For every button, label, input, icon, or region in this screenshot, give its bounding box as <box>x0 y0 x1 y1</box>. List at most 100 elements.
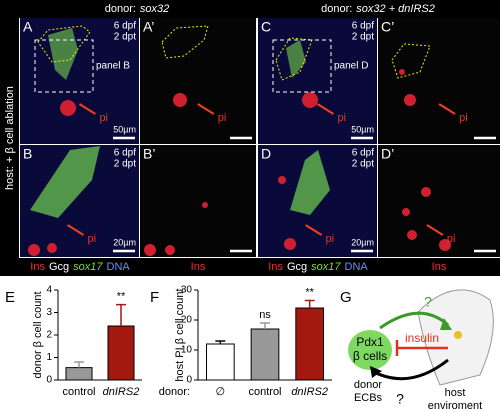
channel-legend: Ins Gcg sox17 DNA <box>30 261 130 273</box>
panel-stage: 6 dpf <box>352 21 374 32</box>
donor-label: donor <box>354 379 382 391</box>
cell-label: Pdx1 <box>356 335 384 349</box>
red-cells <box>28 69 451 256</box>
panel-stage: 2 dpt <box>114 32 136 43</box>
arrowhead <box>440 318 452 330</box>
panel-letter: B’ <box>143 146 155 162</box>
scale-label: 20µm <box>113 237 136 247</box>
scale-label: 50µm <box>113 124 136 134</box>
channel-legend: Ins Gcg sox17 DNA <box>268 261 368 273</box>
header-text: donor: sox32 <box>105 3 170 15</box>
question: ? <box>396 391 404 407</box>
y-tick-label: 20 <box>181 315 193 326</box>
y-tick-label: 2 <box>46 330 52 341</box>
header-bar <box>0 0 500 18</box>
significance: ns <box>259 309 271 321</box>
x-tick-label: dnIRS2 <box>291 386 328 398</box>
outline <box>275 37 313 81</box>
x-tick-label: ∅ <box>216 386 226 398</box>
pointer-arrow <box>197 103 215 115</box>
panel-letter: F <box>150 289 159 306</box>
arrow-green <box>379 311 449 330</box>
cell-cluster <box>348 330 392 370</box>
pointer-label: pi <box>326 233 335 245</box>
pointer-label: pi <box>337 112 346 124</box>
y-tick-label: 3 <box>46 307 52 318</box>
micrographs <box>20 18 500 257</box>
channel-name: sox17 <box>73 261 103 273</box>
inset-box <box>272 39 332 93</box>
green-cells <box>286 40 306 78</box>
question: ? <box>424 294 432 310</box>
bar <box>107 325 135 381</box>
x-tick-label: dnIRS2 <box>103 386 140 398</box>
channel-name: Ins <box>432 261 447 273</box>
arrow-black <box>373 358 449 381</box>
significance: ** <box>117 291 126 303</box>
channel-name: sox17 <box>311 261 341 273</box>
inset-box <box>34 39 94 93</box>
x-prefix: donor: <box>159 386 190 398</box>
panel-stage: 6 dpf <box>114 148 136 159</box>
panel-letter: A <box>23 19 33 35</box>
green-cells <box>48 28 78 80</box>
outline <box>37 25 91 63</box>
box-label: panel B <box>96 61 130 72</box>
pointer-label: pi <box>88 233 97 245</box>
header-prefix: donor: <box>105 3 136 15</box>
y-tick-label: 30 <box>181 285 193 296</box>
panel-letter: E <box>5 289 15 306</box>
channel-name: DNA <box>345 261 369 273</box>
bar <box>205 343 235 381</box>
panel-stage: 6 dpf <box>352 148 374 159</box>
pointer-label: pi <box>99 112 108 124</box>
pointer-label: pi <box>218 112 227 124</box>
panel-letter: D’ <box>381 146 394 162</box>
side-label: host: + β cell ablation <box>4 86 16 190</box>
header-prefix: donor: <box>321 3 352 15</box>
bar <box>250 328 280 381</box>
cell-label: β cells <box>353 349 387 363</box>
channel-bar <box>0 258 500 276</box>
box-label: panel D <box>334 61 368 72</box>
panel-stage: 2 dpt <box>114 159 136 170</box>
arrowhead <box>370 366 382 378</box>
y-tick-label: 1 <box>46 352 52 363</box>
y-axis-label: donor β cell count <box>32 291 44 378</box>
y-tick-label: 0 <box>46 375 52 386</box>
image <box>20 18 139 144</box>
pointer-arrow <box>438 103 456 115</box>
channel-name: Gcg <box>287 261 307 273</box>
significance: ** <box>305 286 314 298</box>
header-text: donor: sox32 + dnIRS2 <box>321 3 435 15</box>
pointer-label: pi <box>447 233 456 245</box>
header-gene: sox32 + dnIRS2 <box>356 3 435 15</box>
y-axis-label: host PI β cell count <box>174 288 186 381</box>
donor-label: ECBs <box>354 392 383 404</box>
y-tick-label: 4 <box>46 285 52 296</box>
y-tick-label: 10 <box>181 345 193 356</box>
green-cells <box>30 146 100 218</box>
panel-stage: 2 dpt <box>352 159 374 170</box>
panel-letter: C’ <box>381 19 394 35</box>
pointer-label: pi <box>459 112 468 124</box>
image <box>140 18 256 144</box>
image <box>378 145 500 257</box>
host-islet <box>454 331 462 339</box>
panel-letter: B <box>23 146 32 162</box>
image <box>140 145 256 257</box>
channel-name: Ins <box>191 261 206 273</box>
channel-name: Ins <box>268 261 283 273</box>
pointer-arrow <box>78 103 96 115</box>
pointer-arrow <box>426 224 444 236</box>
panel-letter: C <box>261 19 271 35</box>
image <box>258 18 377 144</box>
image <box>378 18 500 144</box>
header-gene: sox32 <box>140 3 169 15</box>
outline <box>391 43 431 79</box>
channel-name: Gcg <box>49 261 69 273</box>
side-bar <box>0 18 19 258</box>
x-tick-label: control <box>248 386 281 398</box>
pointer-arrow <box>316 103 334 115</box>
